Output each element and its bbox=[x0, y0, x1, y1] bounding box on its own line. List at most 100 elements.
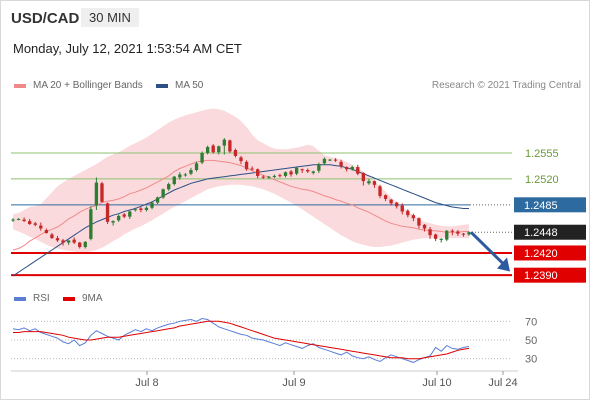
credit-text: Research © 2021 Trading Central bbox=[431, 80, 581, 91]
candle-down bbox=[422, 224, 427, 229]
candle-down bbox=[428, 229, 432, 236]
rsi-tick-70: 70 bbox=[525, 316, 537, 328]
candle-down bbox=[261, 176, 265, 178]
candle-up bbox=[66, 240, 71, 243]
symbol-label: USD/CAD bbox=[11, 10, 80, 27]
candle-down bbox=[100, 183, 104, 202]
candle-down bbox=[344, 167, 349, 170]
candle-down bbox=[239, 157, 243, 162]
candle-down bbox=[233, 150, 238, 156]
candle-up bbox=[222, 139, 226, 146]
candle-up bbox=[328, 159, 332, 161]
candle-down bbox=[300, 169, 304, 171]
legend-rsi: RSI bbox=[14, 293, 50, 304]
candle-up bbox=[155, 197, 160, 203]
candle-down bbox=[383, 195, 388, 199]
candle-down bbox=[278, 175, 282, 177]
rsi-tick-30: 30 bbox=[525, 354, 537, 366]
candle-down bbox=[250, 168, 254, 170]
level-label-1.2420: 1.2420 bbox=[524, 248, 558, 260]
level-tag-1.2485 bbox=[514, 197, 586, 213]
candle-down bbox=[256, 169, 260, 176]
candle-up bbox=[322, 158, 327, 164]
candle-down bbox=[78, 242, 82, 248]
ma20-line bbox=[12, 159, 469, 251]
candle-down bbox=[389, 199, 393, 204]
candle-down bbox=[433, 234, 438, 239]
candle-up bbox=[272, 175, 277, 177]
candle-down bbox=[361, 172, 366, 182]
timeframe-badge[interactable]: 30 MIN bbox=[81, 8, 139, 27]
candle-up bbox=[445, 230, 449, 240]
candle-down bbox=[400, 205, 404, 212]
candle-down bbox=[28, 221, 32, 225]
level-label-1.2520: 1.2520 bbox=[525, 174, 559, 186]
candle-up bbox=[172, 176, 176, 185]
level-tag-1.2420 bbox=[514, 245, 586, 261]
ma50-swatch bbox=[156, 83, 168, 88]
rsi-ma9-line bbox=[13, 320, 470, 360]
rsi-line bbox=[12, 317, 470, 363]
rsi-swatch bbox=[14, 296, 26, 301]
candle-down bbox=[461, 233, 466, 235]
candle-up bbox=[144, 207, 149, 210]
candle-down bbox=[395, 202, 399, 207]
candle-down bbox=[44, 230, 49, 233]
candle-up bbox=[217, 146, 221, 153]
candle-down bbox=[72, 239, 76, 243]
time-label-jul-8: Jul 8 bbox=[135, 377, 158, 389]
candle-down bbox=[356, 167, 360, 174]
level-label-1.2485: 1.2485 bbox=[524, 200, 558, 212]
candle-up bbox=[350, 167, 354, 170]
legend-ma20-bollinger: MA 20 + Bollinger Bands bbox=[14, 80, 143, 91]
candle-up bbox=[317, 164, 321, 171]
legend-ma20-label: MA 20 + Bollinger Bands bbox=[33, 80, 143, 91]
level-label-1.2555: 1.2555 bbox=[525, 148, 559, 160]
legend-rsi-label: RSI bbox=[33, 293, 50, 304]
level-label-1.2390: 1.2390 bbox=[524, 270, 558, 282]
candle-down bbox=[39, 225, 43, 229]
forecast-arrow-head bbox=[497, 257, 510, 272]
candle-up bbox=[267, 176, 271, 178]
candle-down bbox=[33, 223, 37, 225]
level-label-1.2448: 1.2448 bbox=[524, 227, 558, 239]
candle-down bbox=[378, 186, 382, 196]
candle-up bbox=[133, 209, 138, 211]
ma50-line bbox=[12, 164, 469, 277]
candle-up bbox=[194, 163, 199, 170]
candle-up bbox=[111, 221, 115, 223]
candle-up bbox=[189, 170, 193, 174]
legend-9ma-label: 9MA bbox=[82, 293, 103, 304]
bollinger-band bbox=[13, 108, 469, 253]
time-label-jul-9: Jul 9 bbox=[282, 377, 305, 389]
candle-down bbox=[139, 208, 143, 210]
candle-down bbox=[50, 234, 54, 239]
forecast-arrow-shaft bbox=[469, 231, 507, 267]
candle-up bbox=[89, 209, 93, 239]
legend-9ma: 9MA bbox=[63, 293, 103, 304]
candle-up bbox=[205, 147, 210, 153]
candle-up bbox=[150, 202, 154, 208]
timestamp: Monday, July 12, 2021 1:53:54 AM CET bbox=[13, 41, 242, 56]
candle-down bbox=[228, 140, 232, 152]
level-tag-1.2390 bbox=[514, 267, 586, 283]
candle-down bbox=[61, 240, 65, 243]
candle-down bbox=[333, 159, 338, 161]
candle-down bbox=[122, 214, 126, 217]
candle-down bbox=[244, 161, 249, 170]
candle-down bbox=[339, 161, 343, 167]
candle-down bbox=[105, 203, 110, 222]
candle-up bbox=[283, 172, 288, 176]
time-label-jul-10: Jul 10 bbox=[422, 377, 451, 389]
time-label-jul-24: Jul 24 bbox=[488, 377, 517, 389]
candle-up bbox=[128, 211, 132, 217]
candle-up bbox=[161, 189, 165, 198]
candle-down bbox=[406, 210, 410, 216]
candle-up bbox=[467, 232, 471, 235]
candle-up bbox=[311, 171, 315, 173]
candle-up bbox=[94, 182, 99, 206]
candle-down bbox=[372, 181, 377, 185]
candle-down bbox=[22, 219, 26, 222]
candle-down bbox=[456, 231, 460, 234]
